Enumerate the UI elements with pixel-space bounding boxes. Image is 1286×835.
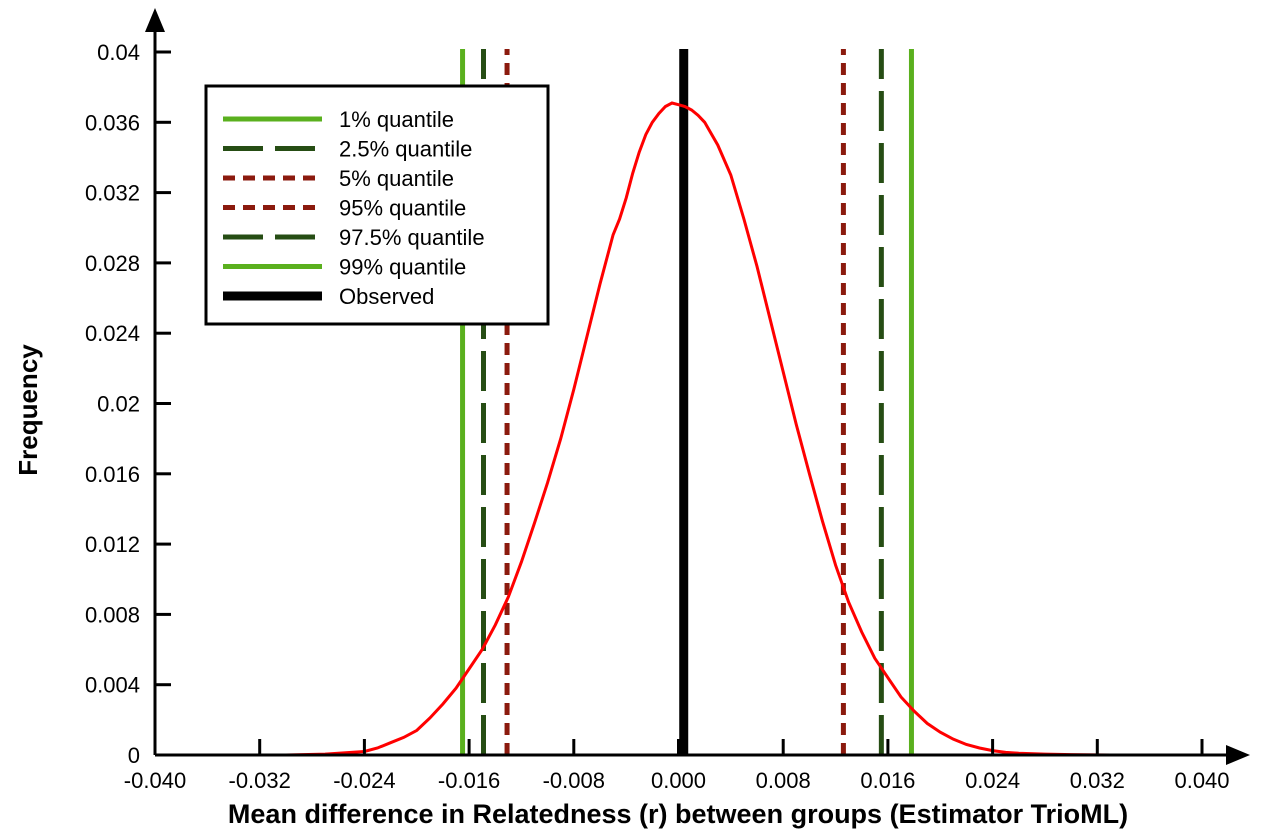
y-tick-label: 0.016	[85, 462, 140, 487]
y-tick-label: 0.02	[97, 392, 140, 417]
x-tick-label: 0.000	[651, 768, 706, 793]
x-tick-label: -0.040	[124, 768, 186, 793]
y-tick-label: 0	[128, 743, 140, 768]
legend-label: 95% quantile	[339, 196, 466, 221]
x-axis-title: Mean difference in Relatedness (r) betwe…	[228, 799, 1128, 829]
density-curve	[155, 101, 1202, 757]
x-tick-label: 0.016	[860, 768, 915, 793]
x-tick-label: -0.008	[543, 768, 605, 793]
legend-label: 5% quantile	[339, 166, 454, 191]
x-tick-label: 0.032	[1070, 768, 1125, 793]
y-tick-label: 0.024	[85, 321, 140, 346]
y-tick-label: 0.004	[85, 673, 140, 698]
legend-label: 1% quantile	[339, 107, 454, 132]
x-tick-label: 0.040	[1174, 768, 1229, 793]
y-tick-label: 0.028	[85, 251, 140, 276]
legend-label: 2.5% quantile	[339, 137, 472, 162]
x-tick-label: -0.024	[333, 768, 395, 793]
y-axis-title: Frequency	[13, 344, 43, 476]
x-axis-arrow	[1226, 745, 1250, 765]
y-tick-label: 0.04	[97, 40, 140, 65]
x-tick-label: -0.016	[438, 768, 500, 793]
legend-label: Observed	[339, 284, 434, 309]
y-axis-arrow	[145, 8, 165, 32]
y-ticks: 0 0.004 0.008 0.012 0.016 0.02 0.024 0.028 0.032…	[85, 40, 171, 768]
x-tick-label: -0.032	[229, 768, 291, 793]
x-tick-label: 0.008	[756, 768, 811, 793]
y-tick-label: 0.012	[85, 532, 140, 557]
x-tick-label: 0.024	[965, 768, 1020, 793]
y-tick-label: 0.036	[85, 110, 140, 135]
axes	[145, 8, 1250, 765]
legend-label: 99% quantile	[339, 255, 466, 280]
x-ticks: -0.040 -0.032 -0.024 -0.016 -0.008 0.000 0.008…	[124, 739, 1230, 793]
y-tick-label: 0.032	[85, 181, 140, 206]
y-tick-label: 0.008	[85, 602, 140, 627]
legend-label: 97.5% quantile	[339, 225, 485, 250]
legend: 1% quantile 2.5% quantile 5% quantile 95% q…	[204, 84, 550, 326]
